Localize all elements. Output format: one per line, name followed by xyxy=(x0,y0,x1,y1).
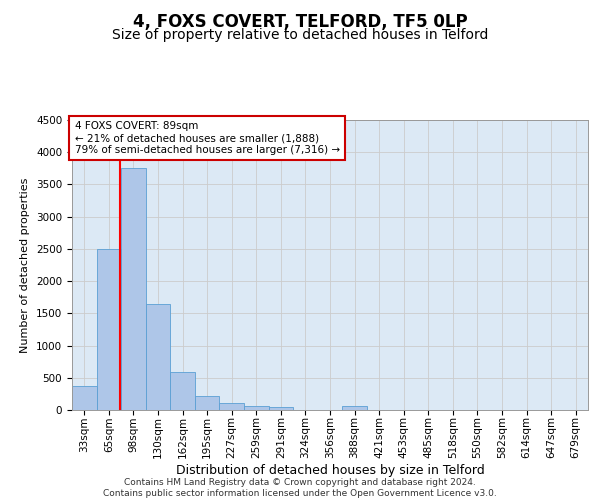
Bar xyxy=(195,396,220,410)
Y-axis label: Number of detached properties: Number of detached properties xyxy=(20,178,31,352)
Text: 4 FOXS COVERT: 89sqm
← 21% of detached houses are smaller (1,888)
79% of semi-de: 4 FOXS COVERT: 89sqm ← 21% of detached h… xyxy=(74,122,340,154)
Bar xyxy=(342,406,367,410)
Bar xyxy=(121,168,146,410)
Bar xyxy=(244,406,269,410)
Bar xyxy=(220,403,244,410)
Bar xyxy=(97,249,121,410)
Text: Size of property relative to detached houses in Telford: Size of property relative to detached ho… xyxy=(112,28,488,42)
X-axis label: Distribution of detached houses by size in Telford: Distribution of detached houses by size … xyxy=(176,464,484,477)
Bar xyxy=(146,304,170,410)
Text: 4, FOXS COVERT, TELFORD, TF5 0LP: 4, FOXS COVERT, TELFORD, TF5 0LP xyxy=(133,12,467,30)
Text: Contains HM Land Registry data © Crown copyright and database right 2024.
Contai: Contains HM Land Registry data © Crown c… xyxy=(103,478,497,498)
Bar xyxy=(269,408,293,410)
Bar xyxy=(72,386,97,410)
Bar xyxy=(170,372,195,410)
